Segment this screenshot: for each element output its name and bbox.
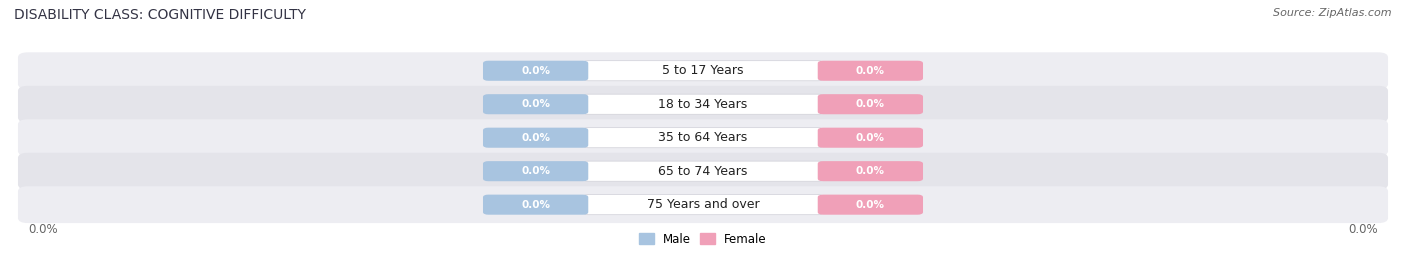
Text: 0.0%: 0.0% — [1348, 223, 1378, 236]
FancyBboxPatch shape — [484, 61, 588, 81]
Text: 0.0%: 0.0% — [522, 66, 550, 76]
Text: 0.0%: 0.0% — [856, 133, 884, 143]
Text: Source: ZipAtlas.com: Source: ZipAtlas.com — [1274, 8, 1392, 18]
FancyBboxPatch shape — [18, 119, 1388, 156]
Text: 5 to 17 Years: 5 to 17 Years — [662, 64, 744, 77]
FancyBboxPatch shape — [484, 94, 588, 114]
Text: 0.0%: 0.0% — [856, 166, 884, 176]
FancyBboxPatch shape — [583, 61, 823, 81]
FancyBboxPatch shape — [583, 161, 823, 181]
Text: 65 to 74 Years: 65 to 74 Years — [658, 165, 748, 178]
FancyBboxPatch shape — [818, 94, 922, 114]
Text: 0.0%: 0.0% — [522, 200, 550, 210]
FancyBboxPatch shape — [583, 195, 823, 215]
Text: DISABILITY CLASS: COGNITIVE DIFFICULTY: DISABILITY CLASS: COGNITIVE DIFFICULTY — [14, 8, 307, 22]
Text: 75 Years and over: 75 Years and over — [647, 198, 759, 211]
FancyBboxPatch shape — [18, 186, 1388, 223]
Text: 18 to 34 Years: 18 to 34 Years — [658, 98, 748, 111]
FancyBboxPatch shape — [484, 128, 588, 148]
Text: 0.0%: 0.0% — [522, 166, 550, 176]
FancyBboxPatch shape — [583, 128, 823, 148]
FancyBboxPatch shape — [818, 161, 922, 181]
FancyBboxPatch shape — [18, 52, 1388, 89]
FancyBboxPatch shape — [583, 94, 823, 114]
FancyBboxPatch shape — [818, 195, 922, 215]
FancyBboxPatch shape — [484, 195, 588, 215]
Text: 0.0%: 0.0% — [856, 99, 884, 109]
Text: 0.0%: 0.0% — [856, 200, 884, 210]
Text: 0.0%: 0.0% — [856, 66, 884, 76]
FancyBboxPatch shape — [18, 86, 1388, 123]
Text: 0.0%: 0.0% — [522, 133, 550, 143]
FancyBboxPatch shape — [818, 128, 922, 148]
Legend: Male, Female: Male, Female — [640, 233, 766, 246]
FancyBboxPatch shape — [18, 153, 1388, 190]
Text: 0.0%: 0.0% — [28, 223, 58, 236]
FancyBboxPatch shape — [484, 161, 588, 181]
Text: 0.0%: 0.0% — [522, 99, 550, 109]
Text: 35 to 64 Years: 35 to 64 Years — [658, 131, 748, 144]
FancyBboxPatch shape — [818, 61, 922, 81]
